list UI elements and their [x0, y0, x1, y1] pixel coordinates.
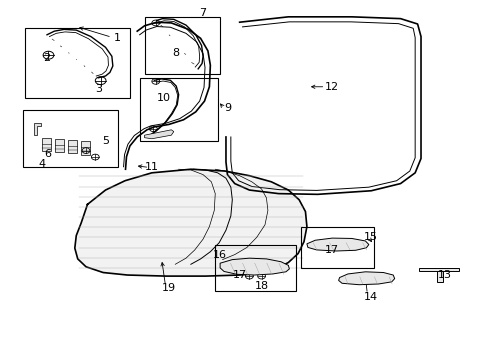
Polygon shape — [338, 272, 394, 285]
Bar — [25, 28, 130, 98]
Bar — [300, 226, 373, 268]
Text: 16: 16 — [213, 250, 226, 260]
Text: 10: 10 — [157, 93, 171, 103]
Text: 15: 15 — [364, 232, 378, 242]
Polygon shape — [436, 271, 443, 282]
Bar — [22, 110, 118, 167]
Polygon shape — [306, 238, 368, 251]
Text: 1: 1 — [114, 33, 121, 43]
Text: 17: 17 — [232, 270, 246, 280]
Text: 2: 2 — [43, 53, 50, 63]
Text: 18: 18 — [254, 281, 268, 291]
Text: 7: 7 — [199, 8, 206, 18]
Text: 13: 13 — [437, 270, 450, 280]
Bar — [68, 140, 77, 153]
Text: 14: 14 — [364, 292, 378, 302]
Bar — [140, 78, 217, 140]
Polygon shape — [220, 258, 289, 275]
Bar — [215, 244, 295, 291]
Text: 3: 3 — [95, 84, 102, 94]
Text: 5: 5 — [102, 136, 109, 145]
Text: 11: 11 — [144, 162, 159, 172]
Polygon shape — [75, 169, 306, 276]
Polygon shape — [34, 123, 41, 135]
Bar — [81, 141, 90, 154]
Bar — [144, 17, 220, 74]
Text: 12: 12 — [325, 82, 339, 92]
Text: 8: 8 — [172, 48, 180, 58]
Text: 9: 9 — [224, 103, 230, 113]
Bar — [55, 139, 64, 152]
Polygon shape — [418, 268, 458, 271]
Text: 4: 4 — [39, 159, 45, 169]
Text: 6: 6 — [44, 149, 51, 159]
Text: 17: 17 — [325, 245, 339, 255]
Polygon shape — [144, 130, 173, 139]
Text: 19: 19 — [162, 283, 176, 293]
Bar — [42, 138, 51, 151]
